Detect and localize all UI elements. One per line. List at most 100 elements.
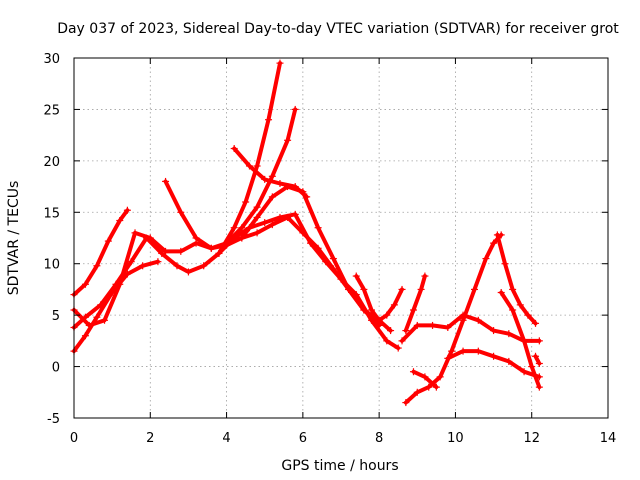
plot-frame — [73, 57, 609, 419]
data-point — [505, 330, 513, 338]
data-point — [398, 285, 406, 293]
grid-layer — [74, 58, 608, 418]
data-point — [474, 347, 482, 355]
data-point — [291, 105, 299, 113]
x-tick-label: 12 — [523, 431, 540, 446]
data-point — [409, 368, 417, 376]
data-point — [532, 319, 540, 327]
data-point — [116, 280, 124, 288]
data-point — [493, 231, 501, 239]
x-tick-label: 14 — [600, 431, 617, 446]
data-point — [505, 357, 513, 365]
data-point — [303, 193, 311, 201]
data-point — [402, 399, 410, 407]
data-point — [425, 383, 433, 391]
data-point — [444, 354, 452, 362]
x-tick-label: 6 — [299, 431, 307, 446]
series-line-8 — [232, 146, 309, 199]
data-point — [253, 203, 261, 211]
data-point — [276, 179, 284, 187]
series-line-5 — [163, 179, 393, 333]
x-tick-label: 2 — [146, 431, 154, 446]
data-point — [387, 327, 395, 335]
series-line-9 — [354, 274, 404, 323]
data-point — [421, 272, 429, 280]
data-point — [177, 247, 185, 255]
data-point — [520, 368, 528, 376]
data-point — [501, 260, 509, 268]
data-point — [253, 162, 261, 170]
tick-layer: 0 2 4 6 8 10 12 14 -5 0 5 10 15 20 25 30 — [43, 52, 616, 446]
data-point — [230, 224, 238, 232]
data-point — [253, 229, 261, 237]
y-tick-label: 5 — [52, 309, 60, 324]
data-point — [528, 363, 536, 371]
data-point — [448, 347, 456, 355]
y-axis-label: SDTVAR / TECUs — [6, 181, 22, 296]
data-point — [459, 347, 467, 355]
data-point — [535, 337, 543, 345]
data-point — [238, 234, 246, 242]
series-line-1 — [72, 208, 130, 297]
data-point — [123, 206, 131, 214]
data-point — [421, 373, 429, 381]
y-tick-label: -5 — [47, 412, 60, 427]
x-tick-label: 4 — [222, 431, 230, 446]
data-point — [509, 285, 517, 293]
data-point — [238, 224, 246, 232]
data-point — [459, 316, 467, 324]
data-point — [93, 262, 101, 270]
y-tick-label: 25 — [43, 103, 60, 118]
data-point — [184, 268, 192, 276]
data-point — [268, 172, 276, 180]
data-point — [284, 213, 292, 221]
data-point — [360, 285, 368, 293]
data-point — [104, 237, 112, 245]
data-point — [436, 373, 444, 381]
data-point — [177, 208, 185, 216]
data-point — [97, 301, 105, 309]
data-point — [207, 244, 215, 252]
y-tick-label: 15 — [43, 206, 60, 221]
data-point — [268, 193, 276, 201]
data-point — [261, 219, 269, 227]
series-line-17 — [533, 354, 542, 366]
data-point — [299, 229, 307, 237]
data-point — [158, 249, 166, 257]
y-tick-label: 20 — [43, 155, 60, 170]
data-point — [329, 255, 337, 263]
data-point — [139, 262, 147, 270]
data-point — [261, 175, 269, 183]
series-line-12 — [403, 232, 504, 405]
data-point — [345, 285, 353, 293]
data-point — [276, 59, 284, 67]
data-point — [162, 247, 170, 255]
data-point — [516, 301, 524, 309]
data-point — [444, 323, 452, 331]
data-point — [291, 183, 299, 191]
data-point — [482, 255, 490, 263]
data-point — [402, 327, 410, 335]
data-point — [93, 313, 101, 321]
data-point — [409, 306, 417, 314]
series-line-7 — [216, 61, 282, 256]
data-point — [253, 213, 261, 221]
data-point — [242, 198, 250, 206]
data-point — [497, 289, 505, 297]
x-axis-label: GPS time / hours — [281, 458, 398, 474]
data-point — [314, 224, 322, 232]
data-point — [394, 344, 402, 352]
data-point — [532, 352, 540, 360]
data-point — [192, 234, 200, 242]
series-line-11 — [400, 313, 542, 343]
data-point — [215, 249, 223, 257]
data-point — [127, 258, 135, 266]
data-point — [146, 234, 154, 242]
data-point — [413, 388, 421, 396]
series-line-2 — [72, 259, 160, 354]
data-point — [230, 145, 238, 153]
data-point — [268, 221, 276, 229]
data-point — [352, 272, 360, 280]
data-point — [535, 383, 543, 391]
data-point — [390, 301, 398, 309]
